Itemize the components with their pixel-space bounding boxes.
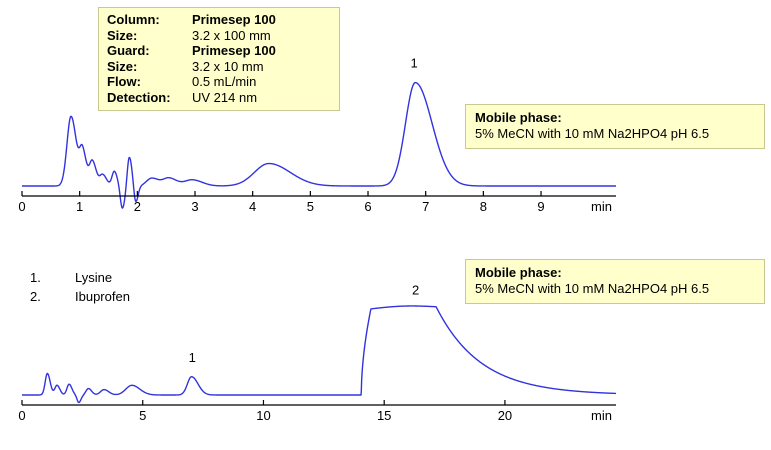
x-tick-label: 10	[256, 408, 270, 423]
column-info-label: Detection:	[107, 89, 171, 105]
x-axis-bottom: 0 5 10 15 20 min	[18, 400, 616, 423]
column-info-value: UV 214 nm	[192, 89, 258, 105]
compound-legend: 1. Lysine 2. Ibuprofen	[30, 268, 130, 306]
x-tick-label: 0	[18, 199, 25, 214]
chromatogram-bottom-svg: 0 5 10 15 20 min 12	[18, 282, 617, 423]
peak-label: 1	[411, 56, 418, 71]
column-info-value: 0.5 mL/min	[192, 74, 257, 89]
mobile-phase-title-bottom: Mobile phase:	[475, 265, 562, 280]
x-tick-label: 15	[377, 408, 391, 423]
legend-item-name: Lysine	[75, 270, 113, 285]
x-axis-top: 0 1 2 3 4 5 6 7 8 9 min	[18, 191, 616, 214]
chromatogram-top-svg: 0 1 2 3 4 5 6 7 8 9 min 1	[18, 56, 616, 214]
x-tick-label: 9	[537, 199, 544, 214]
x-tick-label: 6	[364, 199, 371, 214]
column-info-label: Column:	[107, 12, 160, 27]
x-tick-label: 3	[191, 199, 198, 214]
mobile-phase-box-top: Mobile phase: 5% MeCN with 10 mM Na2HPO4…	[465, 104, 765, 149]
column-info-value: 3.2 x 100 mm	[192, 27, 271, 43]
column-info-value: Primesep 100	[192, 12, 276, 27]
mobile-phase-title-top: Mobile phase:	[475, 110, 562, 125]
x-tick-label: 20	[498, 408, 512, 423]
chromatogram-top: 0 1 2 3 4 5 6 7 8 9 min 1	[18, 56, 616, 214]
x-tick-label: 7	[422, 199, 429, 214]
column-info-label: Size:	[107, 27, 138, 43]
peak-label: 2	[412, 282, 419, 297]
x-tick-label: 2	[134, 199, 141, 214]
legend-item: 2. Ibuprofen	[30, 287, 130, 306]
column-info-row: Detection: UV 214 nm	[107, 90, 331, 106]
column-info-label: Guard:	[107, 43, 150, 58]
axis-unit-label-bottom: min	[591, 408, 612, 423]
x-tick-label: 5	[139, 408, 146, 423]
column-info-row: Size: 3.2 x 10 mm	[107, 59, 331, 75]
legend-item-number: 2.	[30, 289, 41, 304]
column-info-row: Flow: 0.5 mL/min	[107, 74, 331, 90]
column-info-value: 3.2 x 10 mm	[192, 58, 264, 74]
axis-unit-label-top: min	[591, 199, 612, 214]
x-tick-label: 8	[480, 199, 487, 214]
mobile-phase-text-bottom: 5% MeCN with 10 mM Na2HPO4 pH 6.5	[475, 281, 710, 296]
column-info-row: Size: 3.2 x 100 mm	[107, 28, 331, 44]
x-tick-label: 0	[18, 408, 25, 423]
trace-top	[22, 81, 616, 209]
x-tick-label: 5	[307, 199, 314, 214]
peak-labels-bottom: 12	[189, 282, 420, 365]
x-tick-label: 4	[249, 199, 256, 214]
mobile-phase-box-bottom: Mobile phase: 5% MeCN with 10 mM Na2HPO4…	[465, 259, 765, 304]
x-tick-label: 1	[76, 199, 83, 214]
peak-label: 1	[189, 350, 196, 365]
column-info-value: Primesep 100	[192, 43, 276, 58]
column-info-label: Size:	[107, 58, 138, 74]
legend-item-number: 1.	[30, 270, 41, 285]
trace-bottom	[22, 305, 617, 404]
column-info-box: Column: Primesep 100 Size: 3.2 x 100 mm Guar…	[98, 7, 340, 111]
mobile-phase-text-top: 5% MeCN with 10 mM Na2HPO4 pH 6.5	[475, 126, 710, 141]
column-info-row: Guard: Primesep 100	[107, 43, 331, 59]
column-info-label: Flow:	[107, 74, 141, 89]
legend-item: 1. Lysine	[30, 268, 130, 287]
legend-item-name: Ibuprofen	[75, 289, 130, 304]
peak-labels-top: 1	[411, 56, 418, 71]
column-info-row: Column: Primesep 100	[107, 12, 331, 28]
